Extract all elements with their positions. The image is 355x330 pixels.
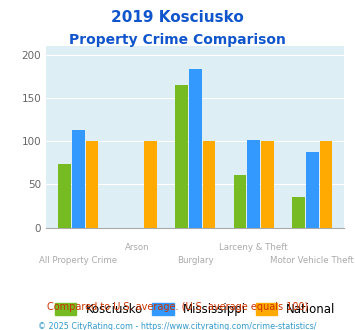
Bar xyxy=(320,141,332,228)
Bar xyxy=(175,85,188,228)
Text: Compared to U.S. average. (U.S. average equals 100): Compared to U.S. average. (U.S. average … xyxy=(47,302,308,312)
Bar xyxy=(86,141,98,228)
Text: All Property Crime: All Property Crime xyxy=(39,256,118,265)
Bar xyxy=(247,140,260,228)
Bar xyxy=(144,141,157,228)
Bar xyxy=(306,152,319,228)
Bar xyxy=(189,69,202,228)
Bar xyxy=(203,141,215,228)
Text: Burglary: Burglary xyxy=(177,256,214,265)
Legend: Kosciusko, Mississippi, National: Kosciusko, Mississippi, National xyxy=(55,303,335,315)
Text: Arson: Arson xyxy=(125,243,149,251)
Text: 2019 Kosciusko: 2019 Kosciusko xyxy=(111,10,244,25)
Bar xyxy=(234,175,246,228)
Text: Property Crime Comparison: Property Crime Comparison xyxy=(69,33,286,47)
Text: © 2025 CityRating.com - https://www.cityrating.com/crime-statistics/: © 2025 CityRating.com - https://www.city… xyxy=(38,322,317,330)
Bar xyxy=(292,197,305,228)
Text: Motor Vehicle Theft: Motor Vehicle Theft xyxy=(270,256,354,265)
Text: Larceny & Theft: Larceny & Theft xyxy=(219,243,288,251)
Bar xyxy=(261,141,274,228)
Bar xyxy=(72,130,85,228)
Bar xyxy=(58,164,71,228)
